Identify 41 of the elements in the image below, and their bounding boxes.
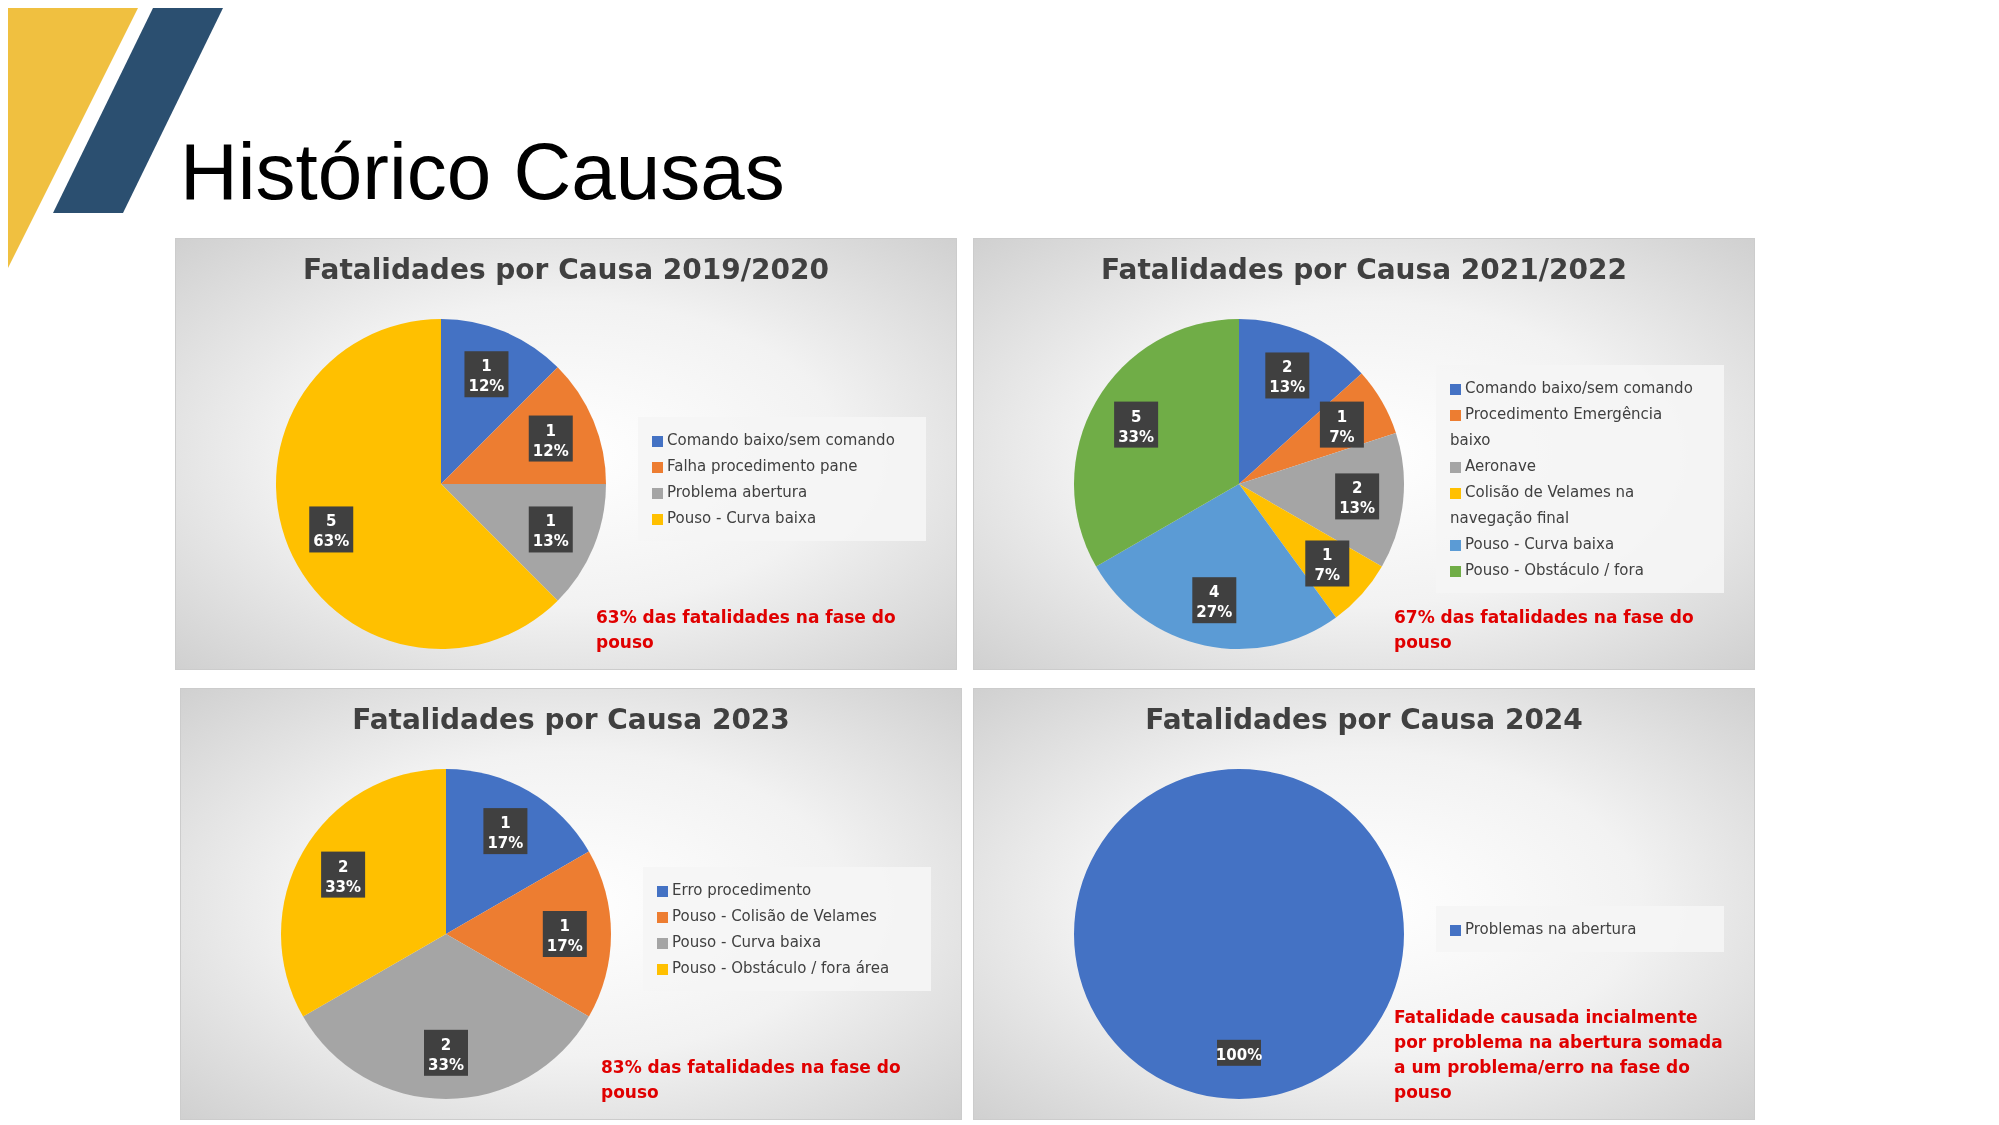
data-label: 1 7% <box>1314 546 1341 585</box>
legend-label: Pouso - Curva baixa <box>667 509 817 527</box>
legend-label: Problemas na abertura <box>1465 920 1637 938</box>
legend-label: Aeronave <box>1465 457 1537 475</box>
legend-label: Pouso - Obstáculo / fora área <box>672 959 890 977</box>
legend-label: Falha procedimento pane <box>667 457 858 475</box>
legend-label: Problema abertura <box>667 483 808 501</box>
legend-label: Erro procedimento <box>672 881 812 899</box>
data-label: 4 27% <box>1196 583 1233 622</box>
chart-title: Fatalidades por Causa 2019/2020 <box>302 253 830 286</box>
data-label: 1 17% <box>546 917 583 955</box>
text: Fatalidade causada incialmente por problema na abertura somada a um problema/erro na fase do pouso <box>1394 1006 1724 1104</box>
legend-label: Comando baixo/sem comando <box>1465 379 1693 397</box>
data-label: 2 13% <box>1339 479 1376 518</box>
data-label: 5 33% <box>1118 407 1155 446</box>
data-label: 5 63% <box>313 512 350 551</box>
legend-label: Colisão de Velames na navegação final <box>1450 483 1635 527</box>
text: 83% das fatalidades na fase do pouso <box>601 1056 902 1104</box>
pie-slice <box>281 769 446 1017</box>
legend-label: Pouso - Obstáculo / fora <box>1465 561 1644 579</box>
chart-title: Fatalidades por Causa 2024 <box>1144 703 1584 736</box>
data-label: 1 17% <box>487 814 524 853</box>
data-label: 2 33% <box>428 1035 464 1074</box>
data-label: 1 12% <box>468 357 505 396</box>
legend-label: Pouso - Colisão de Velames <box>672 907 877 925</box>
text: Histórico Causas <box>180 126 785 218</box>
text: 67% das fatalidades na fase do pouso <box>1394 606 1695 654</box>
text: 63% das fatalidades na fase do pouso <box>596 606 897 654</box>
pie-slice <box>303 934 589 1099</box>
legend-label: Procedimento Emergência baixo <box>1450 405 1663 449</box>
data-label: 1 12% <box>532 421 569 460</box>
chart-title: Fatalidades por Causa 2023 <box>351 703 791 736</box>
data-label: 1 7% <box>1329 407 1355 446</box>
data-label: 2 13% <box>1269 358 1306 397</box>
data-label: 1 13% <box>532 512 569 551</box>
pie-slice <box>1074 319 1239 567</box>
legend-label: Pouso - Curva baixa <box>672 933 822 951</box>
chart-title: Fatalidades por Causa 2021/2022 <box>1100 253 1628 286</box>
legend-label: Comando baixo/sem comando <box>667 431 895 449</box>
legend-label: Pouso - Curva baixa <box>1465 535 1615 553</box>
data-label: 2 33% <box>325 857 362 896</box>
